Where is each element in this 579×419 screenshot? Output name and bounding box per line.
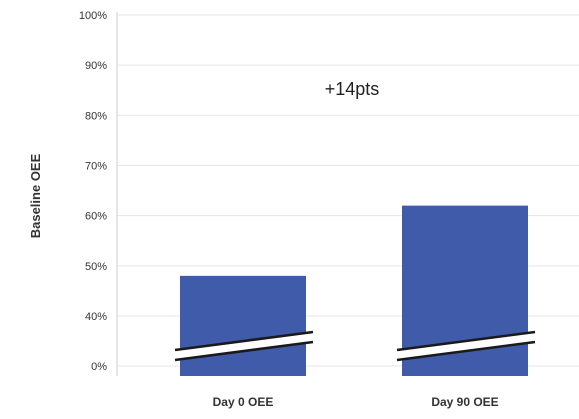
y-tick-label: 80% [85,110,107,122]
x-tick-label: Day 0 OEE [213,395,274,409]
y-tick-labels: 0% 40% 50% 60% 70% 80% 90% 100% [79,10,107,373]
x-tick-label: Day 90 OEE [431,395,498,409]
y-axis-title: Baseline OEE [28,153,43,238]
y-tick-label: 70% [85,161,107,173]
y-tick-label: 40% [85,311,107,323]
x-tick-labels: Day 0 OEE Day 90 OEE [213,395,499,409]
y-tick-label: 0% [91,361,107,373]
delta-annotation: +14pts [325,79,380,99]
y-tick-label: 60% [85,211,107,223]
bar-break-line [396,330,536,352]
y-tick-label: 90% [85,60,107,72]
axis-break-marks [174,330,536,362]
bar-break-line [174,340,314,362]
bar [180,275,306,376]
bar-break-line [396,340,536,362]
bar-break-gap [399,332,533,360]
bar-break-line [174,330,314,352]
y-tick-label: 50% [85,261,107,273]
bar-break-gap [177,332,311,360]
y-tick-label: 100% [79,10,107,22]
